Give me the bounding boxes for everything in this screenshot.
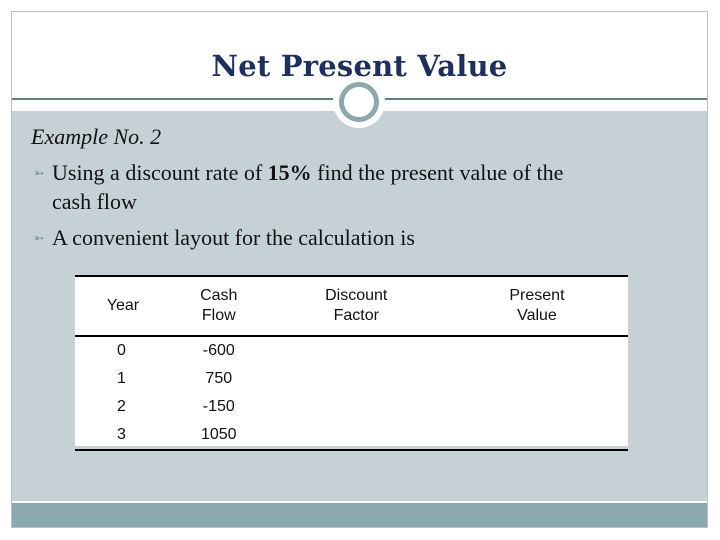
footer-band bbox=[12, 503, 707, 527]
bullet-text: A convenient layout for the calculation … bbox=[52, 225, 415, 250]
ring-icon bbox=[339, 82, 379, 122]
column-header-present-value: Present Value bbox=[509, 287, 565, 324]
cell-cash-flow: 750 bbox=[205, 370, 233, 387]
cell-year: 0 bbox=[117, 342, 126, 359]
column-header-year: Year bbox=[106, 297, 140, 314]
cell-year: 3 bbox=[117, 426, 126, 443]
table-row: 2 -150 bbox=[75, 393, 628, 421]
table-header-row: Year Cash Flow Discount Factor Present Valu… bbox=[75, 276, 628, 336]
cell-present-value bbox=[446, 421, 628, 450]
cell-year: 1 bbox=[117, 370, 126, 387]
cell-cash-flow: -600 bbox=[202, 342, 235, 359]
cell-cash-flow: -150 bbox=[202, 398, 235, 415]
table-row: 0 -600 bbox=[75, 336, 628, 365]
bullet-discount-rate: ➳ Using a discount rate of 15% find the p… bbox=[34, 160, 563, 186]
cell-discount-factor bbox=[267, 421, 446, 450]
cell-cash-flow: 1050 bbox=[200, 426, 237, 443]
column-header-cash-flow: Cash Flow bbox=[200, 287, 238, 324]
curved-arrow-bullet-icon: ➳ bbox=[34, 231, 45, 245]
npv-table: Year Cash Flow Discount Factor Present Valu… bbox=[75, 275, 628, 450]
cell-discount-factor bbox=[267, 336, 446, 365]
bullet-text-pre: Using a discount rate of bbox=[52, 160, 268, 185]
cell-discount-factor bbox=[267, 365, 446, 393]
example-heading: Example No. 2 bbox=[31, 124, 162, 149]
curved-arrow-bullet-icon: ➳ bbox=[34, 166, 45, 180]
bullet-layout: ➳ A convenient layout for the calculation… bbox=[34, 225, 415, 251]
table-row: 1 750 bbox=[75, 365, 628, 393]
cell-present-value bbox=[446, 393, 628, 421]
discount-rate-value: 15% bbox=[267, 160, 312, 185]
cell-present-value bbox=[446, 365, 628, 393]
cell-year: 2 bbox=[117, 398, 126, 415]
cell-discount-factor bbox=[267, 393, 446, 421]
column-header-discount-factor: Discount Factor bbox=[325, 287, 388, 324]
bullet-text-continuation: cash flow bbox=[52, 189, 137, 214]
cell-present-value bbox=[446, 336, 628, 365]
bullet-text-post: find the present value of the bbox=[311, 160, 564, 185]
table-row: 3 1050 bbox=[75, 421, 628, 450]
